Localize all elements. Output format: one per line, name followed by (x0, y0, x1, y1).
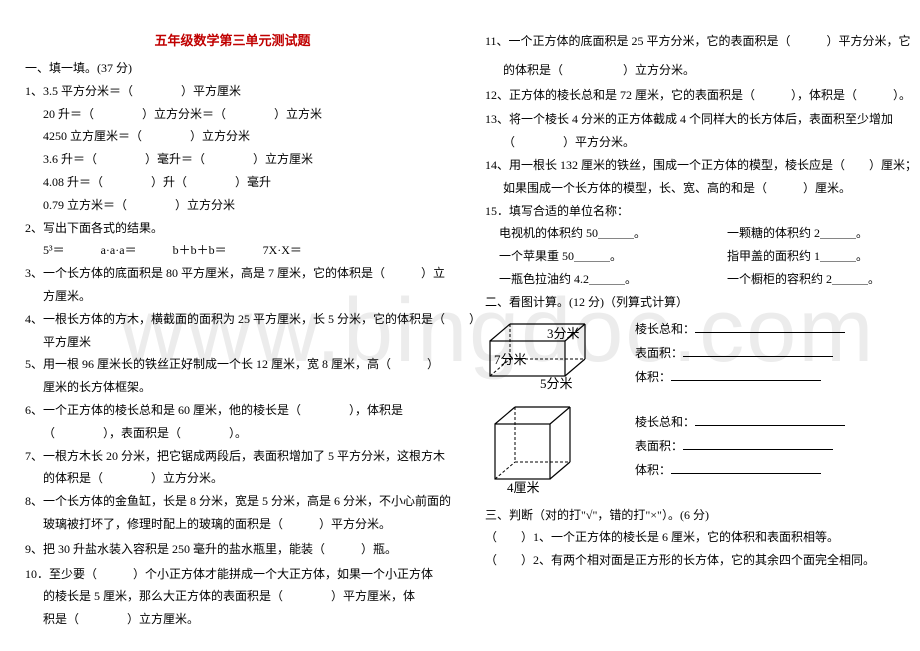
blank-line (683, 345, 833, 357)
q15-row-a: 电视机的体积约 50＿＿＿。 一颗糖的体积约 2＿＿＿。 (485, 222, 900, 245)
q13-line-b: （ ）平方分米。 (485, 131, 900, 154)
q2-header: 2、写出下面各式的结果。 (25, 217, 440, 240)
q7-line-a: 7、一根方木长 20 分米，把它锯成两段后，表面积增加了 5 平方分米，这根方木 (25, 445, 440, 468)
q11-line-a: 11、一个正方体的底面积是 25 平方分米，它的表面积是（ ）平方分米，它 (485, 30, 900, 53)
q8-line-b: 玻璃被打坏了，修理时配上的玻璃的面积是（ ）平方分米。 (25, 513, 440, 536)
cuboid-label-bottom: 5分米 (540, 376, 573, 391)
d2-vol-row: 体积： (635, 458, 845, 482)
cube-diagram: 4厘米 (485, 399, 615, 494)
document-page: 五年级数学第三单元测试题 一、填一填。(37 分) 1、3.5 平方分米＝（ ）… (0, 0, 920, 651)
diagram-1-labels: 棱长总和： 表面积： 体积： (635, 317, 845, 389)
q10-line-c: 积是（ ）立方厘米。 (25, 608, 440, 631)
judge-1: （ ）1、一个正方体的棱长是 6 厘米，它的体积和表面积相等。 (485, 526, 900, 549)
q15b-right: 指甲盖的面积约 1＿＿＿。 (727, 249, 868, 263)
section-2-header: 二、看图计算。(12 分)（列算式计算） (485, 291, 900, 314)
q15a-right: 一颗糖的体积约 2＿＿＿。 (727, 226, 868, 240)
label-edge-sum: 棱长总和： (635, 415, 695, 429)
right-column: 11、一个正方体的底面积是 25 平方分米，它的表面积是（ ）平方分米，它 的体… (460, 0, 920, 651)
q1-line-d: 3.6 升＝（ ）毫升＝（ ）立方厘米 (25, 148, 440, 171)
section-1-header: 一、填一填。(37 分) (25, 57, 440, 80)
q1-line-f: 0.79 立方米＝（ ）立方分米 (25, 194, 440, 217)
q3-line-a: 3、一个长方体的底面积是 80 平方厘米，高是 7 厘米，它的体积是（ ）立 (25, 262, 440, 285)
d1-edge-row: 棱长总和： (635, 317, 845, 341)
blank-line (695, 321, 845, 333)
label-volume: 体积： (635, 463, 671, 477)
q15c-left: 一瓶色拉油约 4.2＿＿＿。 (499, 268, 724, 291)
q14-line-a: 14、用一根长 132 厘米的铁丝，围成一个正方体的模型，棱长应是（ ）厘米； (485, 154, 900, 177)
q10-line-b: 的棱长是 5 厘米，那么大正方体的表面积是（ ）平方厘米，体 (25, 585, 440, 608)
q15b-left: 一个苹果重 50＿＿＿。 (499, 245, 724, 268)
q5-line-a: 5、用一根 96 厘米长的铁丝正好制成一个长 12 厘米，宽 8 厘米，高（ ） (25, 353, 440, 376)
q12-line: 12、正方体的棱长总和是 72 厘米，它的表面积是（ ），体积是（ ）。 (485, 84, 900, 107)
d1-vol-row: 体积： (635, 365, 845, 389)
section-3-header: 三、判断（对的打"√"，错的打"×"）。(6 分) (485, 504, 900, 527)
q15-row-b: 一个苹果重 50＿＿＿。 指甲盖的面积约 1＿＿＿。 (485, 245, 900, 268)
q11-line-b: 的体积是（ ）立方分米。 (485, 59, 900, 82)
q1-line-b: 20 升＝（ ）立方分米＝（ ）立方米 (25, 103, 440, 126)
q15a-left: 电视机的体积约 50＿＿＿。 (499, 222, 724, 245)
q2-line: 5³＝ a·a·a＝ b＋b＋b＝ 7X·X＝ (25, 239, 440, 262)
d1-area-row: 表面积： (635, 341, 845, 365)
q7-line-b: 的体积是（ ）立方分米。 (25, 467, 440, 490)
cuboid-diagram: 3分米 7分米 5分米 (485, 316, 615, 391)
q4-line-b: 平方厘米 (25, 331, 440, 354)
q15-header: 15．填写合适的单位名称： (485, 200, 900, 223)
left-column: 五年级数学第三单元测试题 一、填一填。(37 分) 1、3.5 平方分米＝（ ）… (0, 0, 460, 651)
q3-line-b: 方厘米。 (25, 285, 440, 308)
blank-line (683, 438, 833, 450)
judge-2: （ ）2、有两个相对面是正方形的长方体，它的其余四个面完全相同。 (485, 549, 900, 572)
d2-area-row: 表面积： (635, 434, 845, 458)
q10-line-a: 10．至少要（ ）个小正方体才能拼成一个大正方体，如果一个小正方体 (25, 563, 440, 586)
label-volume: 体积： (635, 370, 671, 384)
q14-line-b: 如果围成一个长方体的模型，长、宽、高的和是（ ）厘米。 (485, 177, 900, 200)
label-surface-area: 表面积： (635, 346, 683, 360)
q15c-right: 一个橱柜的容积约 2＿＿＿。 (727, 272, 880, 286)
diagram-2-row: 4厘米 棱长总和： 表面积： 体积： (485, 399, 900, 494)
q13-line-a: 13、将一个棱长 4 分米的正方体截成 4 个同样大的长方体后，表面积至少增加 (485, 108, 900, 131)
diagram-2-labels: 棱长总和： 表面积： 体积： (635, 410, 845, 482)
cuboid-label-top: 3分米 (547, 326, 580, 341)
blank-line (671, 369, 821, 381)
q9-line: 9、把 30 升盐水装入容积是 250 毫升的盐水瓶里，能装（ ）瓶。 (25, 538, 440, 561)
q1-line-e: 4.08 升＝（ ）升（ ）毫升 (25, 171, 440, 194)
q1-line-c: 4250 立方厘米＝（ ）立方分米 (25, 125, 440, 148)
label-surface-area: 表面积： (635, 439, 683, 453)
q15-row-c: 一瓶色拉油约 4.2＿＿＿。 一个橱柜的容积约 2＿＿＿。 (485, 268, 900, 291)
page-title: 五年级数学第三单元测试题 (25, 30, 440, 49)
d2-edge-row: 棱长总和： (635, 410, 845, 434)
q1-line-a: 1、3.5 平方分米＝（ ）平方厘米 (25, 80, 440, 103)
label-edge-sum: 棱长总和： (635, 322, 695, 336)
blank-line (671, 462, 821, 474)
diagram-1-row: 3分米 7分米 5分米 棱长总和： 表面积： 体积： (485, 316, 900, 391)
cube-label: 4厘米 (507, 480, 540, 494)
q8-line-a: 8、一个长方体的金鱼缸，长是 8 分米，宽是 5 分米，高是 6 分米，不小心前… (25, 490, 440, 513)
q6-line-a: 6、一个正方体的棱长总和是 60 厘米，他的棱长是（ ），体积是 (25, 399, 440, 422)
q6-line-b: （ ），表面积是（ ）。 (25, 422, 440, 445)
q5-line-b: 厘米的长方体框架。 (25, 376, 440, 399)
blank-line (695, 414, 845, 426)
cuboid-label-left: 7分米 (494, 352, 527, 367)
q4-line-a: 4、一根长方体的方木，横截面的面积为 25 平方厘米，长 5 分米，它的体积是（… (25, 308, 440, 331)
